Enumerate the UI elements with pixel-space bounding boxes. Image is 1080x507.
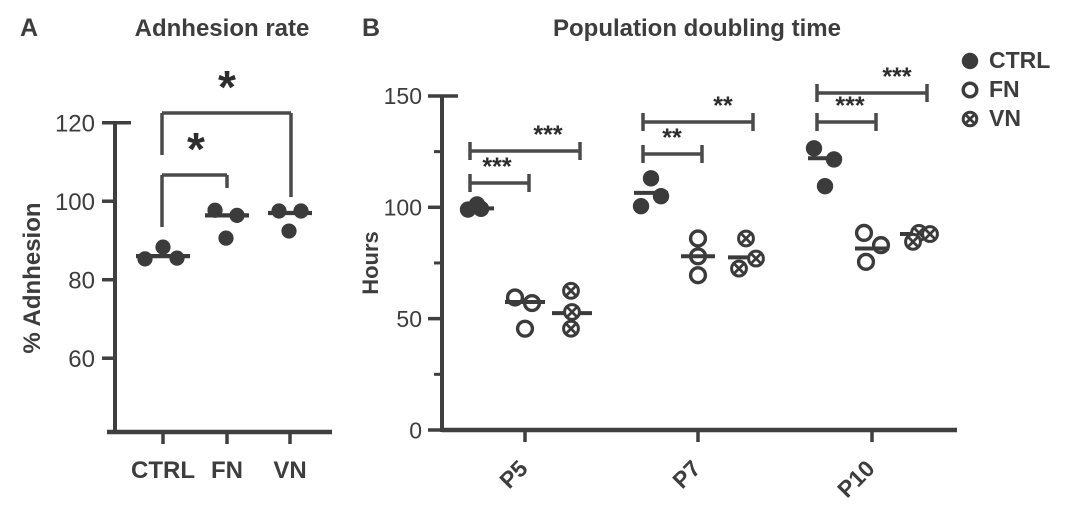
data-point-filled-circle xyxy=(293,203,309,219)
panel-a-y-axis-label: % Adnhesion xyxy=(19,202,46,354)
data-point-filled-circle xyxy=(207,202,223,218)
scatter-series-p7-vn xyxy=(728,229,765,278)
scatter-series-p7-fn xyxy=(681,229,715,285)
panel-b-y-tick-label: 0 xyxy=(409,417,422,443)
legend-item-ctrl: CTRL xyxy=(958,46,1050,75)
scatter-series-p5-fn xyxy=(505,288,545,338)
panel-b-x-tick-label: P10 xyxy=(832,455,879,502)
legend-marker-vn-icon xyxy=(961,110,979,127)
crossed-circle-x-stroke xyxy=(906,235,920,248)
crossed-circle-x-stroke xyxy=(923,228,937,241)
data-point-filled-circle xyxy=(472,200,490,218)
panel-b-label: B xyxy=(362,14,381,42)
data-point-open-circle xyxy=(961,80,979,99)
legend-label: FN xyxy=(989,76,1020,102)
data-point-filled-circle xyxy=(816,177,834,195)
legend-item-vn: VN xyxy=(958,104,1050,133)
significance-bracket: *** xyxy=(815,92,878,131)
panel-a-y-tick-label: 60 xyxy=(68,346,95,373)
data-point-filled-circle xyxy=(281,223,297,239)
panel-a-y-tick-label: 100 xyxy=(55,189,95,216)
crossed-circle-x-stroke xyxy=(964,112,976,125)
legend-label: VN xyxy=(989,105,1021,131)
significance-label: ** xyxy=(713,92,733,120)
legend-marker-fn-icon xyxy=(961,80,979,99)
crossed-circle-x-stroke xyxy=(749,252,763,265)
panel-a-y-tick-label: 80 xyxy=(68,267,95,294)
significance-label: * xyxy=(187,123,205,175)
legend-label: CTRL xyxy=(989,47,1051,73)
data-point-filled-circle xyxy=(229,207,245,223)
data-point-open-circle xyxy=(515,319,535,338)
significance-label: ** xyxy=(662,124,682,152)
significance-bracket: * xyxy=(160,123,229,227)
data-point-filled-circle xyxy=(155,239,171,255)
data-point-filled-circle xyxy=(805,140,823,157)
crossed-circle-x-stroke xyxy=(732,262,746,275)
panel-a: 120 100 80 60 CTRL FN VN ** xyxy=(55,61,332,484)
panel-b-y-tick-label: 100 xyxy=(384,195,422,221)
panel-a-label: A xyxy=(20,14,39,42)
significance-label: * xyxy=(218,61,236,113)
data-point-open-circle xyxy=(688,266,708,285)
crossed-circle-x-stroke xyxy=(565,305,579,318)
data-point-filled-circle xyxy=(632,197,650,215)
crossed-circle-x-stroke xyxy=(564,322,578,335)
significance-bracket: *** xyxy=(815,63,929,102)
scatter-group-ctrl xyxy=(136,239,190,267)
scatter-series-p10-vn xyxy=(900,224,939,251)
panel-b-y-tick-label: 150 xyxy=(384,83,422,109)
panel-a-x-tick-label: FN xyxy=(211,457,243,484)
significance-bracket: *** xyxy=(468,121,582,160)
panel-b-title: Population doubling time xyxy=(553,15,841,42)
legend-marker-ctrl-icon xyxy=(961,52,979,69)
scatter-series-p10-ctrl xyxy=(805,140,843,195)
panel-a-x-tick-label: CTRL xyxy=(131,457,195,484)
legend-item-fn: FN xyxy=(958,75,1050,104)
data-point-filled-circle xyxy=(271,203,287,219)
data-point-filled-circle xyxy=(218,230,234,246)
data-point-filled-circle xyxy=(137,251,153,267)
data-point-filled-circle xyxy=(652,187,670,205)
significance-label: *** xyxy=(482,153,511,181)
data-point-open-circle xyxy=(854,223,874,243)
panel-b-x-tick-label: P5 xyxy=(494,455,532,493)
scatter-series-p10-fn xyxy=(854,223,891,271)
scatter-series-p5-ctrl xyxy=(459,196,494,218)
significance-label: *** xyxy=(882,63,911,91)
legend: CTRL FN VN xyxy=(958,46,1050,133)
data-point-open-circle xyxy=(856,252,876,271)
scatter-series-p7-ctrl xyxy=(632,170,670,215)
scatter-group-fn xyxy=(205,202,249,246)
scatter-group-vn xyxy=(268,203,312,239)
significance-label: *** xyxy=(835,92,864,120)
crossed-circle-x-stroke xyxy=(739,232,753,245)
significance-label: *** xyxy=(533,121,562,149)
significance-bracket: *** xyxy=(468,153,531,192)
significance-bracket: ** xyxy=(641,124,704,163)
panel-b-x-tick-label: P7 xyxy=(667,455,705,493)
data-point-filled-circle xyxy=(642,170,660,187)
panel-a-title: Adnhesion rate xyxy=(134,15,310,42)
scatter-series-p5-vn xyxy=(552,281,592,338)
data-point-open-circle xyxy=(688,229,708,248)
data-point-filled-circle xyxy=(825,151,843,168)
data-point-filled-circle xyxy=(169,250,185,266)
significance-bracket: ** xyxy=(641,92,755,131)
panel-b-y-tick-label: 50 xyxy=(396,306,422,332)
significance-bracket: * xyxy=(160,61,293,197)
panel-a-y-tick-label: 120 xyxy=(55,110,95,137)
data-point-filled-circle xyxy=(961,52,979,69)
crossed-circle-x-stroke xyxy=(564,284,578,297)
panel-a-x-tick-label: VN xyxy=(273,457,306,484)
panel-b-y-axis-label: Hours xyxy=(358,231,383,295)
